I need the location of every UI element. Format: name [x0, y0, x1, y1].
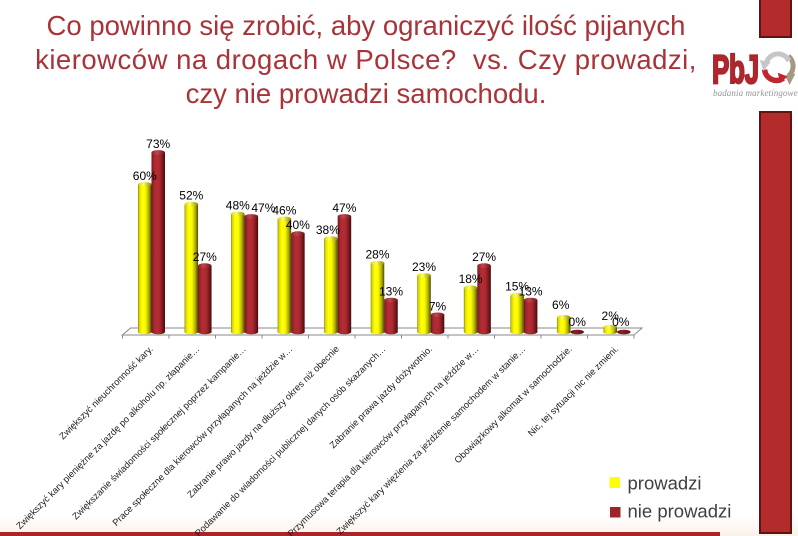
svg-text:52%: 52% — [179, 189, 203, 203]
svg-text:prowadzi: prowadzi — [628, 473, 702, 494]
svg-text:0%: 0% — [612, 315, 630, 329]
svg-text:7%: 7% — [429, 299, 447, 313]
svg-text:28%: 28% — [365, 248, 389, 262]
svg-text:48%: 48% — [226, 198, 250, 212]
svg-text:47%: 47% — [251, 201, 275, 215]
svg-text:27%: 27% — [193, 250, 217, 264]
svg-text:0%: 0% — [569, 315, 587, 329]
svg-text:46%: 46% — [272, 203, 296, 217]
svg-text:27%: 27% — [472, 250, 496, 264]
svg-text:Zwiększanie świadomości społec: Zwiększanie świadomości społecznej poprz… — [70, 344, 248, 522]
svg-text:47%: 47% — [332, 201, 356, 215]
svg-text:2%: 2% — [602, 309, 620, 323]
svg-text:Zabranie prawa jazdy dożywotni: Zabranie prawa jazdy dożywotnio. — [328, 344, 434, 450]
svg-text:13%: 13% — [519, 285, 543, 299]
svg-text:nie prowadzi: nie prowadzi — [628, 501, 732, 522]
svg-text:Nic, tej sytuacji nic nie zmie: Nic, tej sytuacji nic nie zmieni. — [526, 344, 620, 438]
svg-text:60%: 60% — [133, 169, 157, 183]
svg-text:13%: 13% — [379, 285, 403, 299]
svg-text:Zwiększyć nieuchronność kary.: Zwiększyć nieuchronność kary. — [57, 344, 155, 442]
svg-text:38%: 38% — [316, 223, 340, 237]
svg-text:6%: 6% — [552, 298, 570, 312]
svg-text:18%: 18% — [459, 272, 483, 286]
svg-text:23%: 23% — [412, 260, 436, 274]
svg-text:40%: 40% — [286, 218, 310, 232]
svg-text:15%: 15% — [505, 280, 529, 294]
svg-text:73%: 73% — [146, 137, 170, 151]
svg-text:Zwiększyć kary pieniężne za ja: Zwiększyć kary pieniężne za jazdę po alk… — [14, 344, 201, 531]
svg-text:Prace społeczne dla kierowców: Prace społeczne dla kierowców przyłapany… — [111, 344, 295, 528]
